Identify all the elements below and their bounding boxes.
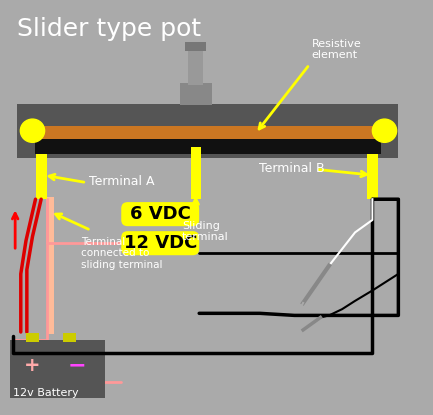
Text: Resistive
element: Resistive element: [312, 39, 362, 60]
Text: Slider type pot: Slider type pot: [17, 17, 201, 41]
Text: Terminal
connected to
sliding terminal: Terminal connected to sliding terminal: [81, 237, 163, 270]
Bar: [180, 83, 212, 105]
Bar: [17, 104, 398, 158]
Circle shape: [372, 119, 397, 142]
Text: 12v Battery: 12v Battery: [13, 388, 79, 398]
Bar: [26, 333, 39, 342]
Bar: [188, 48, 203, 85]
Text: −: −: [68, 355, 87, 375]
Bar: [10, 340, 105, 398]
Bar: [185, 42, 206, 51]
Text: +: +: [24, 356, 41, 375]
Bar: [47, 197, 54, 334]
FancyBboxPatch shape: [121, 202, 199, 226]
Bar: [35, 139, 381, 154]
Bar: [367, 154, 378, 199]
Bar: [35, 126, 381, 139]
Text: Terminal B: Terminal B: [259, 161, 325, 175]
FancyBboxPatch shape: [121, 231, 199, 255]
Text: Terminal A: Terminal A: [89, 175, 154, 188]
Circle shape: [20, 119, 45, 142]
Bar: [191, 147, 201, 199]
Text: 12 VDC: 12 VDC: [123, 234, 197, 252]
Bar: [36, 154, 47, 199]
Text: 6 VDC: 6 VDC: [130, 205, 191, 223]
Bar: [63, 333, 76, 342]
Text: Sliding
terminal: Sliding terminal: [182, 221, 229, 242]
